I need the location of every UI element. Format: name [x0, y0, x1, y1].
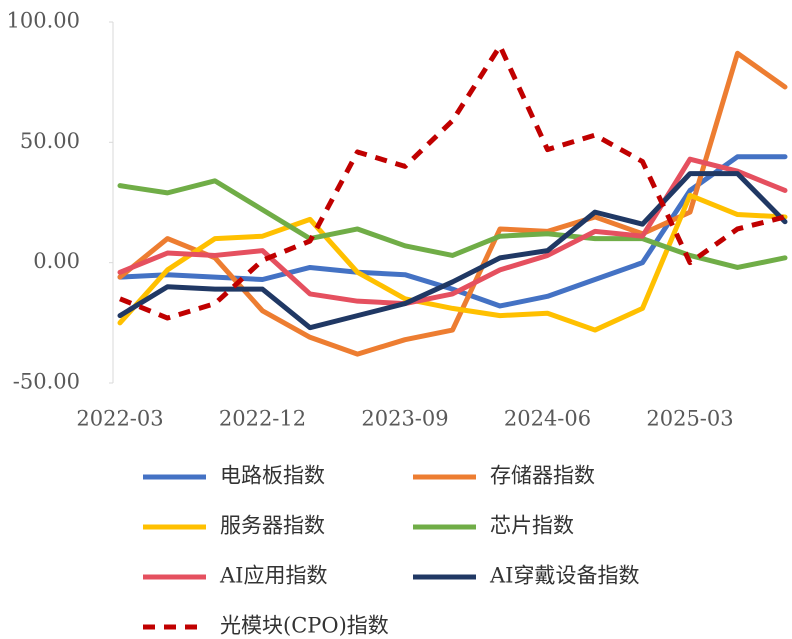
x-tick-label: 2024-06 [504, 407, 591, 431]
legend-label: AI应用指数 [219, 564, 327, 588]
x-tick-label: 2025-03 [646, 407, 733, 431]
legend-label: 存储器指数 [490, 464, 595, 488]
x-tick-label: 2023-09 [361, 407, 448, 431]
y-tick-label: 0.00 [33, 249, 80, 273]
x-tick-label: 2022-12 [219, 407, 306, 431]
series-line [117, 156, 788, 307]
legend-label: 芯片指数 [490, 514, 574, 538]
series-line [117, 171, 788, 331]
legend-label: 光模块(CPO)指数 [220, 614, 389, 638]
y-tick-label: 50.00 [20, 129, 80, 153]
series-line [117, 50, 788, 357]
series-line [117, 178, 788, 270]
series-line [117, 192, 788, 333]
y-tick-label: 100.00 [7, 9, 80, 33]
legend-label: AI穿戴设备指数 [489, 564, 639, 588]
y-tick-label: -50.00 [13, 370, 80, 394]
legend-label: 电路板指数 [220, 464, 325, 488]
legend-label: 服务器指数 [220, 514, 325, 538]
x-tick-label: 2022-03 [76, 407, 163, 431]
